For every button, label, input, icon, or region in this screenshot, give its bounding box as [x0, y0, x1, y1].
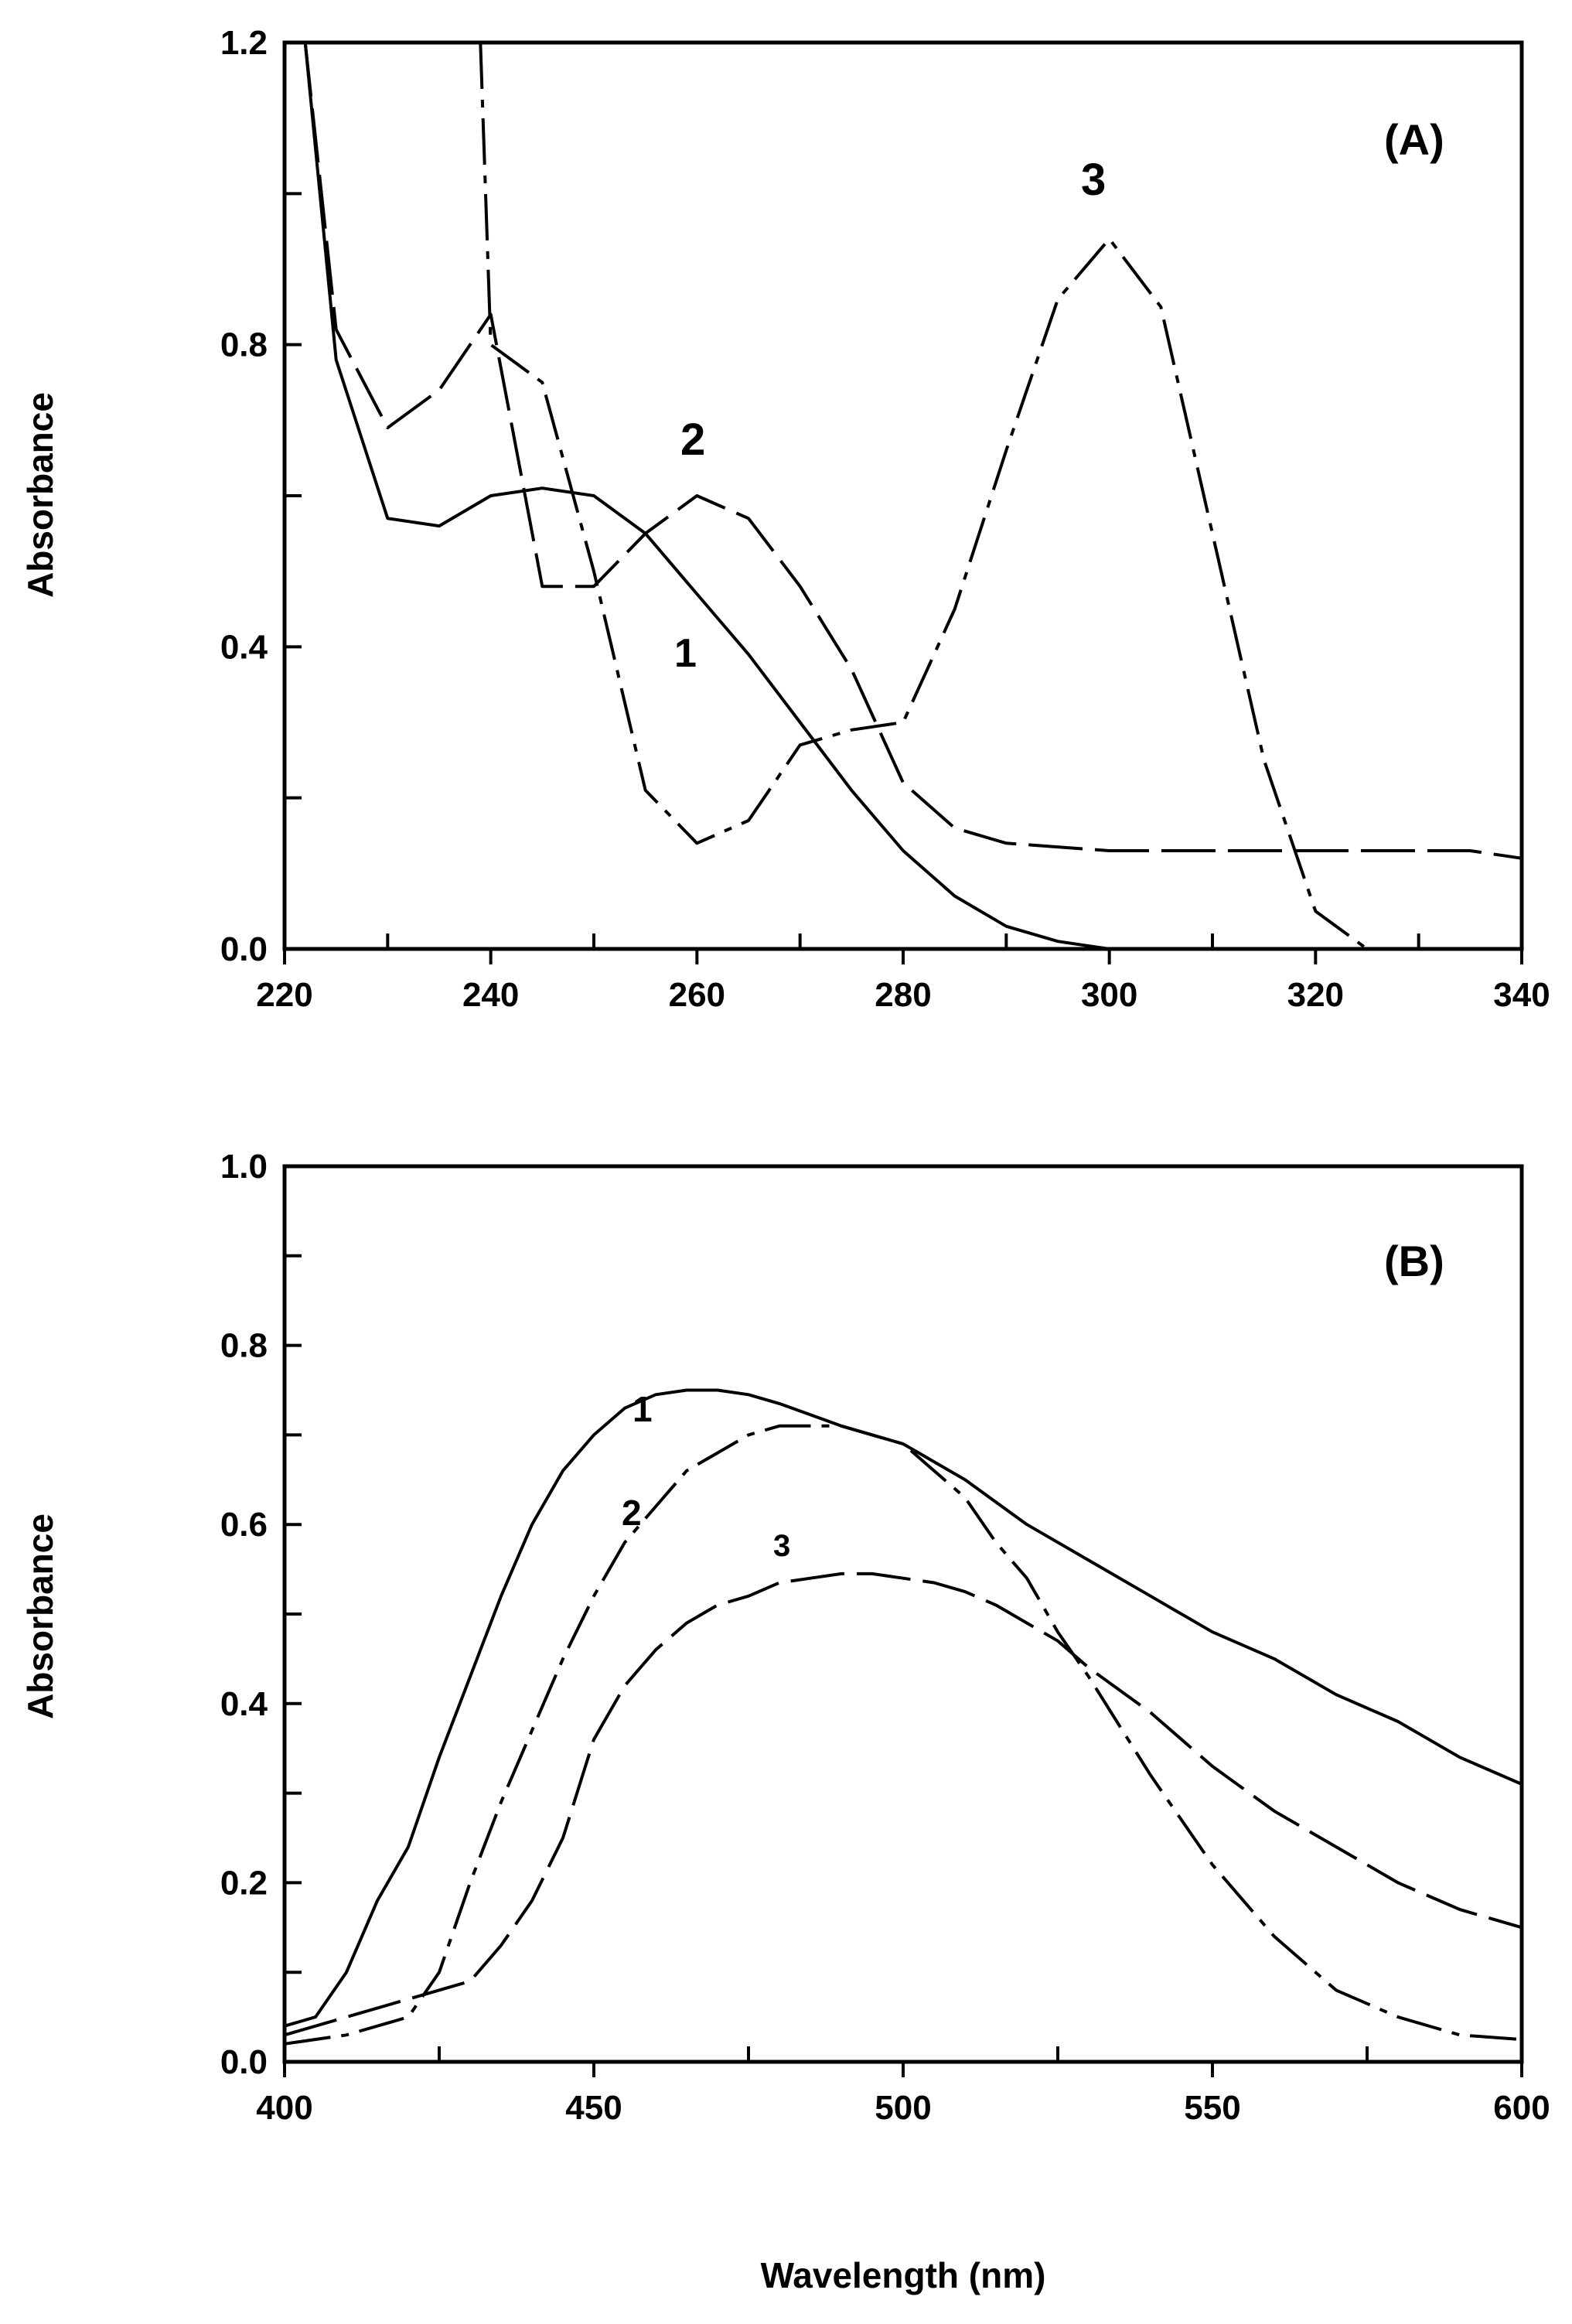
panel-a-x-tick-label: 240 — [462, 976, 519, 1014]
panel-b-x-tick-labels: 400 450 500 550 600 — [256, 2089, 1550, 2127]
panel-b-y-tick-label: 0.4 — [220, 1685, 268, 1723]
panel-b-y-tick-label: 0.6 — [220, 1506, 268, 1544]
panel-a-x-tick-label: 220 — [256, 976, 312, 1014]
panel-b-y-axis-title: Absorbance — [20, 1514, 60, 1719]
panel-b-y-tick-labels: 0.0 0.2 0.4 0.6 0.8 1.0 — [220, 1148, 268, 2081]
panel-a-frame — [282, 40, 1524, 951]
panel-b-y-tick-label: 1.0 — [220, 1148, 268, 1186]
panel-b-series — [284, 1388, 1523, 2046]
panel-a-y-axis-title: Absorbance — [20, 392, 60, 598]
panel-a: 220 240 260 280 300 320 340 0.0 0.4 0.8 1.2 (A) A… — [20, 24, 1550, 1014]
panel-a-curve-label-2: 2 — [680, 415, 705, 465]
panel-a-tick-marks — [283, 41, 1523, 964]
panel-b-x-tick-label: 450 — [565, 2089, 622, 2127]
panel-a-label: (A) — [1384, 115, 1444, 164]
panel-a-y-tick-labels: 0.0 0.4 0.8 1.2 — [220, 24, 268, 968]
panel-b-x-tick-label: 500 — [875, 2089, 931, 2127]
panel-b-series-3-line — [284, 1572, 1523, 2037]
panel-a-series — [303, 42, 1523, 950]
panel-b-series-2-line — [284, 1424, 1523, 2046]
panel-a-curve-label-3: 3 — [1081, 155, 1106, 205]
panel-a-x-tick-label: 260 — [669, 976, 725, 1014]
panel-b-frame — [282, 1164, 1524, 2064]
panel-a-x-tick-label: 300 — [1081, 976, 1137, 1014]
panel-b-y-tick-label: 0.2 — [220, 1864, 268, 1902]
panel-b-x-tick-label: 400 — [256, 2089, 312, 2127]
panel-b-curve-label-2: 2 — [622, 1493, 642, 1533]
panel-a-series-2-line — [303, 42, 1523, 860]
panel-a-x-tick-labels: 220 240 260 280 300 320 340 — [256, 976, 1550, 1014]
panel-a-x-tick-label: 280 — [875, 976, 931, 1014]
panel-b-series-1-line — [284, 1388, 1523, 2028]
panel-b-y-tick-label: 0.8 — [220, 1327, 268, 1365]
panel-a-series-1-line — [303, 42, 1110, 950]
panel-a-y-tick-label: 0.8 — [220, 326, 268, 364]
panel-a-y-tick-label: 1.2 — [220, 24, 268, 62]
panel-a-x-tick-label: 340 — [1493, 976, 1550, 1014]
panel-a-series-3-line — [479, 42, 1369, 950]
panel-b-x-tick-label: 550 — [1184, 2089, 1240, 2127]
panel-b-y-tick-label: 0.0 — [220, 2043, 268, 2081]
x-axis-title: Wavelength (nm) — [761, 2255, 1046, 2295]
panel-b-curve-label-3: 3 — [773, 1529, 790, 1563]
panel-b-x-tick-label: 600 — [1493, 2089, 1550, 2127]
panel-b-label: (B) — [1384, 1237, 1444, 1285]
panel-a-y-tick-label: 0.0 — [220, 930, 268, 968]
panel-b-tick-marks — [283, 1165, 1523, 2077]
panel-b: 400 450 500 550 600 0.0 0.2 0.4 0.6 0.8 1.0 (B) A… — [20, 1148, 1550, 2295]
panel-a-y-tick-label: 0.4 — [220, 628, 268, 666]
panel-b-curve-label-1: 1 — [633, 1389, 653, 1429]
panel-a-x-tick-label: 320 — [1287, 976, 1344, 1014]
panel-a-curve-label-1: 1 — [674, 631, 697, 676]
